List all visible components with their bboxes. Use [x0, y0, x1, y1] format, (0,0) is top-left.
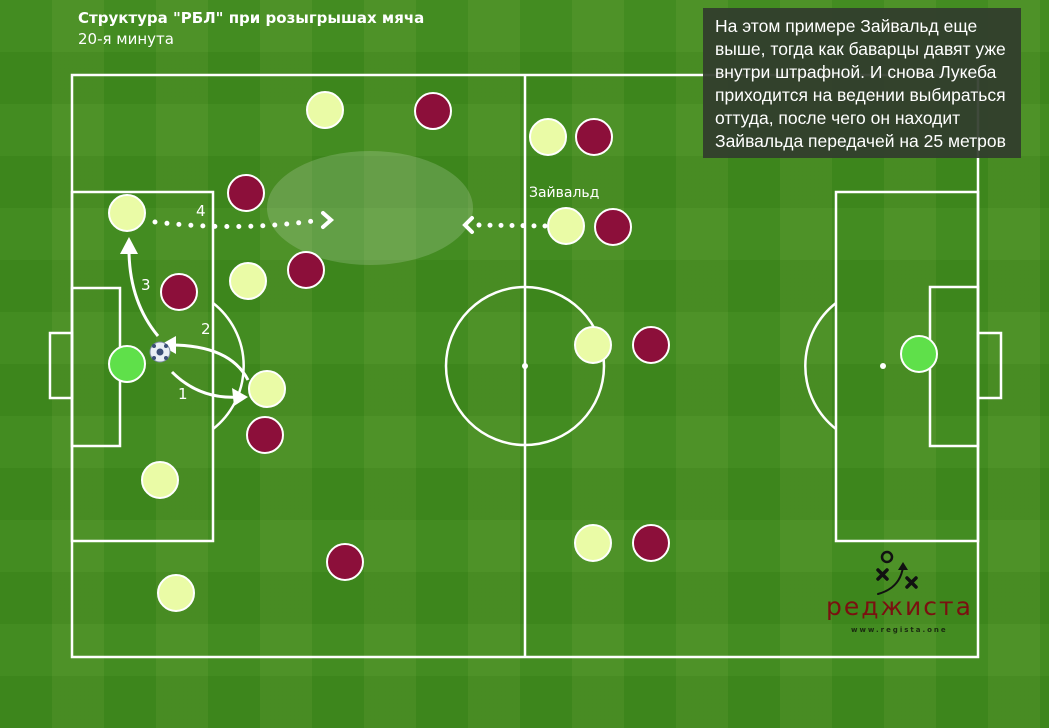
player-maroon — [632, 326, 670, 364]
player-maroon — [246, 416, 284, 454]
player-light — [141, 461, 179, 499]
note-line: приходится на ведении выбираться — [715, 85, 1006, 105]
chart-subtitle: 20-я минута — [78, 30, 174, 48]
goalkeeper — [900, 335, 938, 373]
pass-3-arrow — [127, 244, 160, 337]
right-goal — [976, 331, 1003, 400]
player-light — [547, 207, 585, 245]
goalkeeper — [108, 345, 146, 383]
player-maroon — [594, 208, 632, 246]
players — [108, 91, 938, 612]
logo-name: реджиста — [826, 592, 973, 621]
chart-title: Структура "РБЛ" при розыгрышах мяча — [78, 9, 425, 27]
pass-3-label: 3 — [141, 276, 151, 294]
commentary-box: На этом примере Зайвальд еще выше, тогда… — [703, 8, 1021, 158]
note-line: На этом примере Зайвальд еще — [715, 16, 978, 36]
logo-icon — [876, 550, 918, 595]
note-line: Зайвальда передачей на 25 метров — [715, 131, 1006, 151]
left-goal — [48, 331, 74, 400]
left-penalty-arc — [212, 302, 245, 430]
player-light — [574, 326, 612, 364]
note-line: внутри штрафной. И снова Лукеба — [715, 62, 997, 82]
player-light — [574, 524, 612, 562]
highlight-zone — [267, 151, 473, 265]
right-penalty-arc — [804, 302, 837, 430]
center-spot — [522, 363, 528, 369]
arrowhead-2 — [160, 336, 176, 354]
pass-arrows — [127, 217, 548, 399]
pass-1-arrow — [170, 370, 241, 399]
pass-2-arrow — [169, 343, 250, 381]
player-light — [529, 118, 567, 156]
center-circle — [444, 285, 606, 447]
note-line: оттуда, после чего он находит — [715, 108, 961, 128]
player-maroon — [326, 543, 364, 581]
logo-url: www.regista.one — [851, 626, 948, 634]
player-name-label: Зайвальд — [529, 185, 600, 201]
arrowhead-1 — [232, 388, 248, 406]
run-dotted — [472, 222, 548, 229]
pass-4-dotted — [152, 217, 323, 230]
chevron-left-icon — [462, 216, 474, 234]
player-maroon — [160, 273, 198, 311]
note-line: выше, тогда как баварцы давят уже — [715, 39, 1006, 59]
arrowheads — [120, 237, 248, 406]
player-maroon — [575, 118, 613, 156]
pass-1-label: 1 — [178, 385, 188, 403]
right-penalty-spot — [880, 363, 886, 369]
arrowhead-3 — [120, 237, 138, 254]
pitch-lines — [48, 73, 1003, 659]
player-light — [157, 574, 195, 612]
player-light — [248, 370, 286, 408]
pass-2-label: 2 — [201, 320, 211, 338]
ball-icon — [149, 341, 171, 363]
player-maroon — [227, 174, 265, 212]
pass-4-label: 4 — [196, 202, 206, 220]
player-maroon — [632, 524, 670, 562]
chevron-right-icon — [321, 211, 335, 229]
player-maroon — [414, 92, 452, 130]
player-maroon — [287, 251, 325, 289]
right-goal-area — [928, 285, 980, 448]
player-light — [108, 194, 146, 232]
player-light — [229, 262, 267, 300]
player-light — [306, 91, 344, 129]
